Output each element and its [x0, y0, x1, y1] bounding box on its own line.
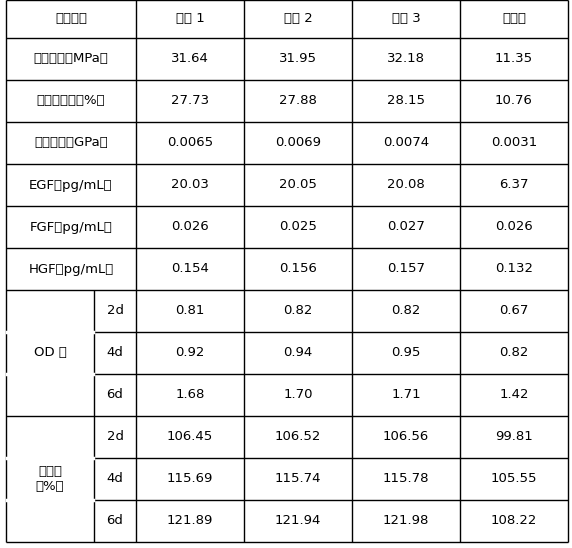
Text: 0.0065: 0.0065 — [167, 136, 213, 150]
Text: 10.76: 10.76 — [495, 94, 533, 107]
Text: 31.95: 31.95 — [279, 53, 317, 66]
Text: 0.0031: 0.0031 — [491, 136, 537, 150]
Text: 0.157: 0.157 — [387, 262, 425, 276]
Text: 106.52: 106.52 — [275, 431, 321, 443]
Text: 105.55: 105.55 — [491, 472, 537, 486]
Text: 108.22: 108.22 — [491, 515, 537, 528]
Text: 6d: 6d — [106, 389, 124, 402]
Text: 0.82: 0.82 — [499, 346, 529, 359]
Text: 0.026: 0.026 — [495, 220, 533, 233]
Text: 0.82: 0.82 — [391, 305, 420, 317]
Text: 106.45: 106.45 — [167, 431, 213, 443]
Text: 1.68: 1.68 — [175, 389, 205, 402]
Text: 0.0069: 0.0069 — [275, 136, 321, 150]
Text: 115.69: 115.69 — [167, 472, 213, 486]
Text: HGF（pg/mL）: HGF（pg/mL） — [29, 262, 114, 276]
Text: 1.42: 1.42 — [499, 389, 529, 402]
Text: 31.64: 31.64 — [171, 53, 209, 66]
Text: 实例 2: 实例 2 — [284, 13, 312, 26]
Text: 121.98: 121.98 — [383, 515, 429, 528]
Text: 测试项目: 测试项目 — [55, 13, 87, 26]
Text: 实例 3: 实例 3 — [392, 13, 420, 26]
Text: 6d: 6d — [106, 515, 124, 528]
Text: 0.67: 0.67 — [499, 305, 529, 317]
Text: 2d: 2d — [106, 305, 124, 317]
Text: EGF（pg/mL）: EGF（pg/mL） — [29, 179, 113, 191]
Text: 0.92: 0.92 — [175, 346, 205, 359]
Text: 断裂伸长率（%）: 断裂伸长率（%） — [37, 94, 105, 107]
Text: 0.95: 0.95 — [391, 346, 420, 359]
Text: 拉伸强度（MPa）: 拉伸强度（MPa） — [34, 53, 109, 66]
Text: 0.154: 0.154 — [171, 262, 209, 276]
Text: 6.37: 6.37 — [499, 179, 529, 191]
Text: 0.81: 0.81 — [175, 305, 205, 317]
Text: 弹性模量（GPa）: 弹性模量（GPa） — [34, 136, 108, 150]
Text: 11.35: 11.35 — [495, 53, 533, 66]
Text: 0.156: 0.156 — [279, 262, 317, 276]
Text: 4d: 4d — [106, 472, 124, 486]
Text: 实例 1: 实例 1 — [176, 13, 204, 26]
Text: 成活率
（%）: 成活率 （%） — [35, 465, 64, 493]
Text: 115.78: 115.78 — [383, 472, 429, 486]
Text: 121.89: 121.89 — [167, 515, 213, 528]
Text: 对比例: 对比例 — [502, 13, 526, 26]
Text: 20.08: 20.08 — [387, 179, 425, 191]
Text: 27.88: 27.88 — [279, 94, 317, 107]
Text: 20.05: 20.05 — [279, 179, 317, 191]
Text: 121.94: 121.94 — [275, 515, 321, 528]
Text: 0.82: 0.82 — [283, 305, 313, 317]
Text: 0.94: 0.94 — [283, 346, 313, 359]
Text: 106.56: 106.56 — [383, 431, 429, 443]
Text: FGF（pg/mL）: FGF（pg/mL） — [30, 220, 113, 233]
Text: 20.03: 20.03 — [171, 179, 209, 191]
Text: 0.025: 0.025 — [279, 220, 317, 233]
Text: 4d: 4d — [106, 346, 124, 359]
Text: 1.70: 1.70 — [283, 389, 313, 402]
Text: 0.0074: 0.0074 — [383, 136, 429, 150]
Text: 32.18: 32.18 — [387, 53, 425, 66]
Text: 115.74: 115.74 — [275, 472, 321, 486]
Text: OD 值: OD 值 — [34, 346, 66, 359]
Text: 1.71: 1.71 — [391, 389, 421, 402]
Text: 28.15: 28.15 — [387, 94, 425, 107]
Text: 0.132: 0.132 — [495, 262, 533, 276]
Text: 27.73: 27.73 — [171, 94, 209, 107]
Text: 99.81: 99.81 — [495, 431, 533, 443]
Text: 2d: 2d — [106, 431, 124, 443]
Text: 0.027: 0.027 — [387, 220, 425, 233]
Text: 0.026: 0.026 — [171, 220, 209, 233]
